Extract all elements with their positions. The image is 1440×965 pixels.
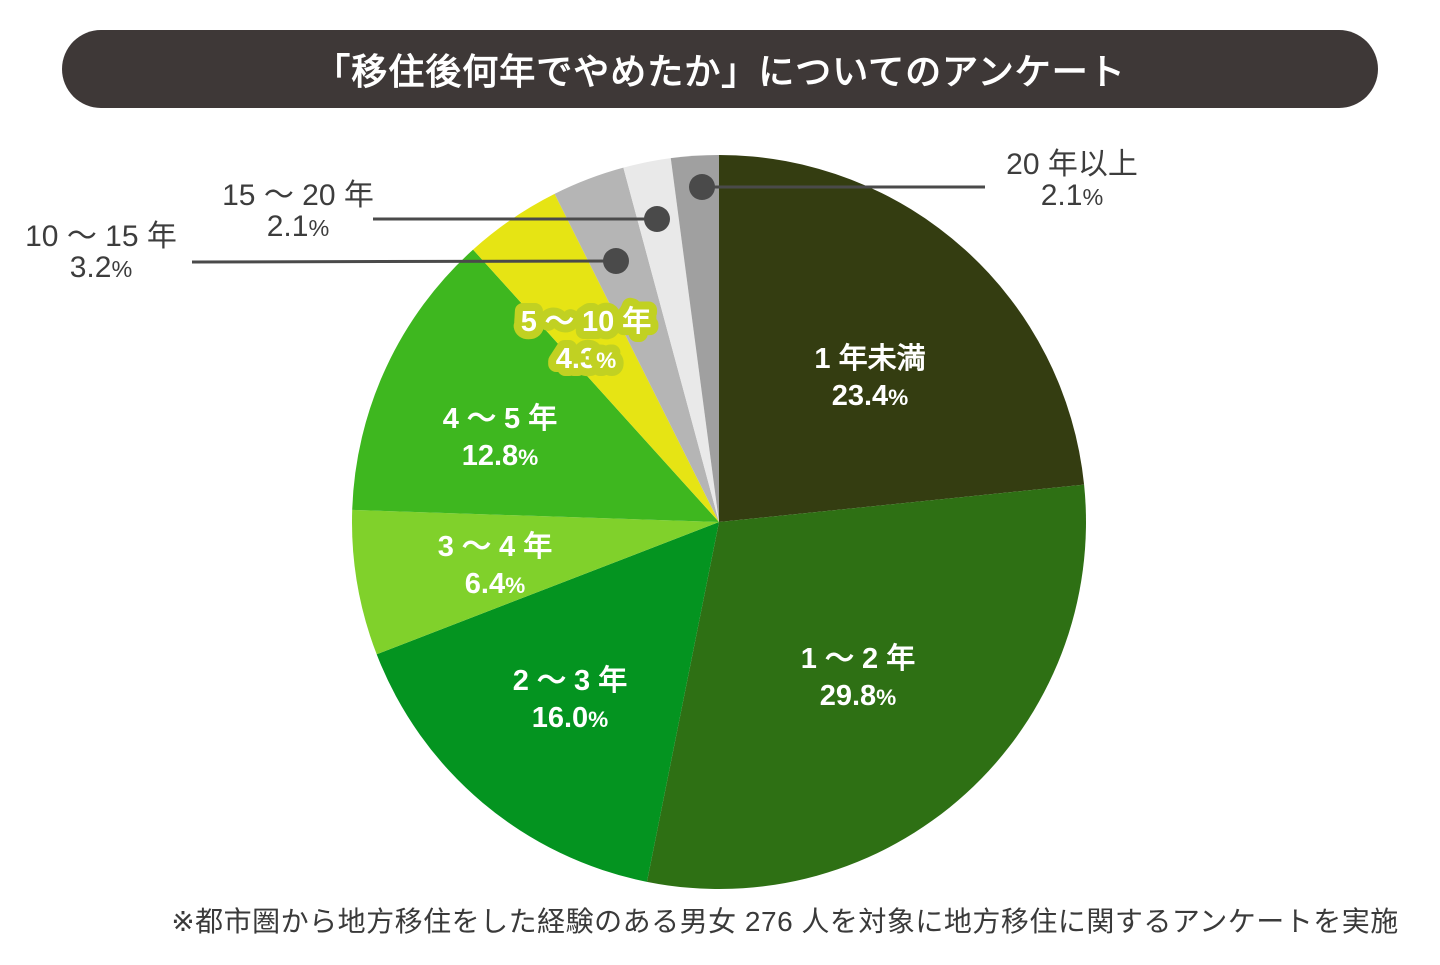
leader-dot-6 [603,248,629,274]
pie-slice-7 [623,158,719,522]
slice-pct-1: 29.8% [820,680,897,712]
slice-pct-2: 16.0% [532,702,609,734]
slice-label-0: 1 年未満 [814,341,925,375]
slice-label-6: 10 ～ 15 年 [25,220,177,253]
slice-pct-8: 2.1% [1041,179,1104,212]
pie-slice-8 [670,155,719,522]
slice-pct-4: 12.8% [462,440,539,472]
slice-label-4: 4 ～ 5 年 [443,401,557,435]
pie-slice-3 [352,509,719,655]
chart-title: 「移住後何年でやめたか」についてのアンケート [314,51,1126,92]
leader-dot-7 [644,206,670,232]
pie-slice-1 [646,484,1086,889]
leader-line-6 [191,259,617,264]
footnote: ※都市圏から地方移住をした経験のある男女 276 人を対象に地方移住に関するアン… [171,906,1399,937]
slice-label-2: 2 ～ 3 年 [513,663,627,697]
slice-pct-5: 4.3% [556,343,616,375]
pie-slice-4 [352,249,719,522]
slice-pct-0: 23.4% [832,380,909,412]
slice-label-3: 3 ～ 4 年 [438,529,552,563]
slice-pct-6: 3.2% [70,251,133,284]
slice-pct-7: 2.1% [267,210,330,243]
slice-label-8: 20 年以上 [1006,148,1138,181]
pie-slice-5 [473,193,719,522]
leader-dot-8 [689,174,715,200]
pie-slice-0 [719,155,1085,522]
pie-slice-2 [376,522,719,882]
slice-pct-3: 6.4% [465,568,525,600]
pie-slice-6 [554,167,719,522]
slice-label-7: 15 ～ 20 年 [222,179,374,212]
slice-label-5: 5 ～ 10 年 [521,304,652,338]
slice-label-1: 1 ～ 2 年 [801,641,915,675]
title-banner: 「移住後何年でやめたか」についてのアンケート [62,30,1378,108]
